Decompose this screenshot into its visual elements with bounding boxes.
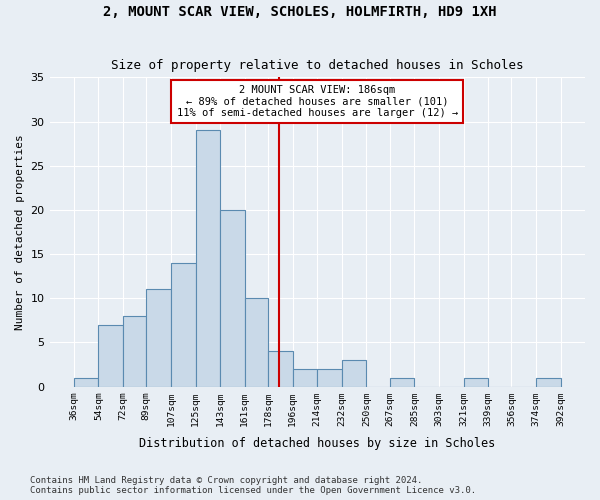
Bar [317,369,342,386]
Y-axis label: Number of detached properties: Number of detached properties [15,134,25,330]
Bar [98,324,123,386]
Bar [464,378,488,386]
Title: Size of property relative to detached houses in Scholes: Size of property relative to detached ho… [111,59,524,72]
Bar [196,130,220,386]
Bar [245,298,268,386]
Bar [293,369,317,386]
Text: 2, MOUNT SCAR VIEW, SCHOLES, HOLMFIRTH, HD9 1XH: 2, MOUNT SCAR VIEW, SCHOLES, HOLMFIRTH, … [103,5,497,19]
Bar [536,378,560,386]
X-axis label: Distribution of detached houses by size in Scholes: Distribution of detached houses by size … [139,437,496,450]
Bar [123,316,146,386]
Bar [74,378,98,386]
Text: Contains HM Land Registry data © Crown copyright and database right 2024.
Contai: Contains HM Land Registry data © Crown c… [30,476,476,495]
Text: 2 MOUNT SCAR VIEW: 186sqm
← 89% of detached houses are smaller (101)
11% of semi: 2 MOUNT SCAR VIEW: 186sqm ← 89% of detac… [176,85,458,118]
Bar [146,290,171,386]
Bar [171,263,196,386]
Bar [220,210,245,386]
Bar [342,360,367,386]
Bar [390,378,415,386]
Bar [268,351,293,386]
